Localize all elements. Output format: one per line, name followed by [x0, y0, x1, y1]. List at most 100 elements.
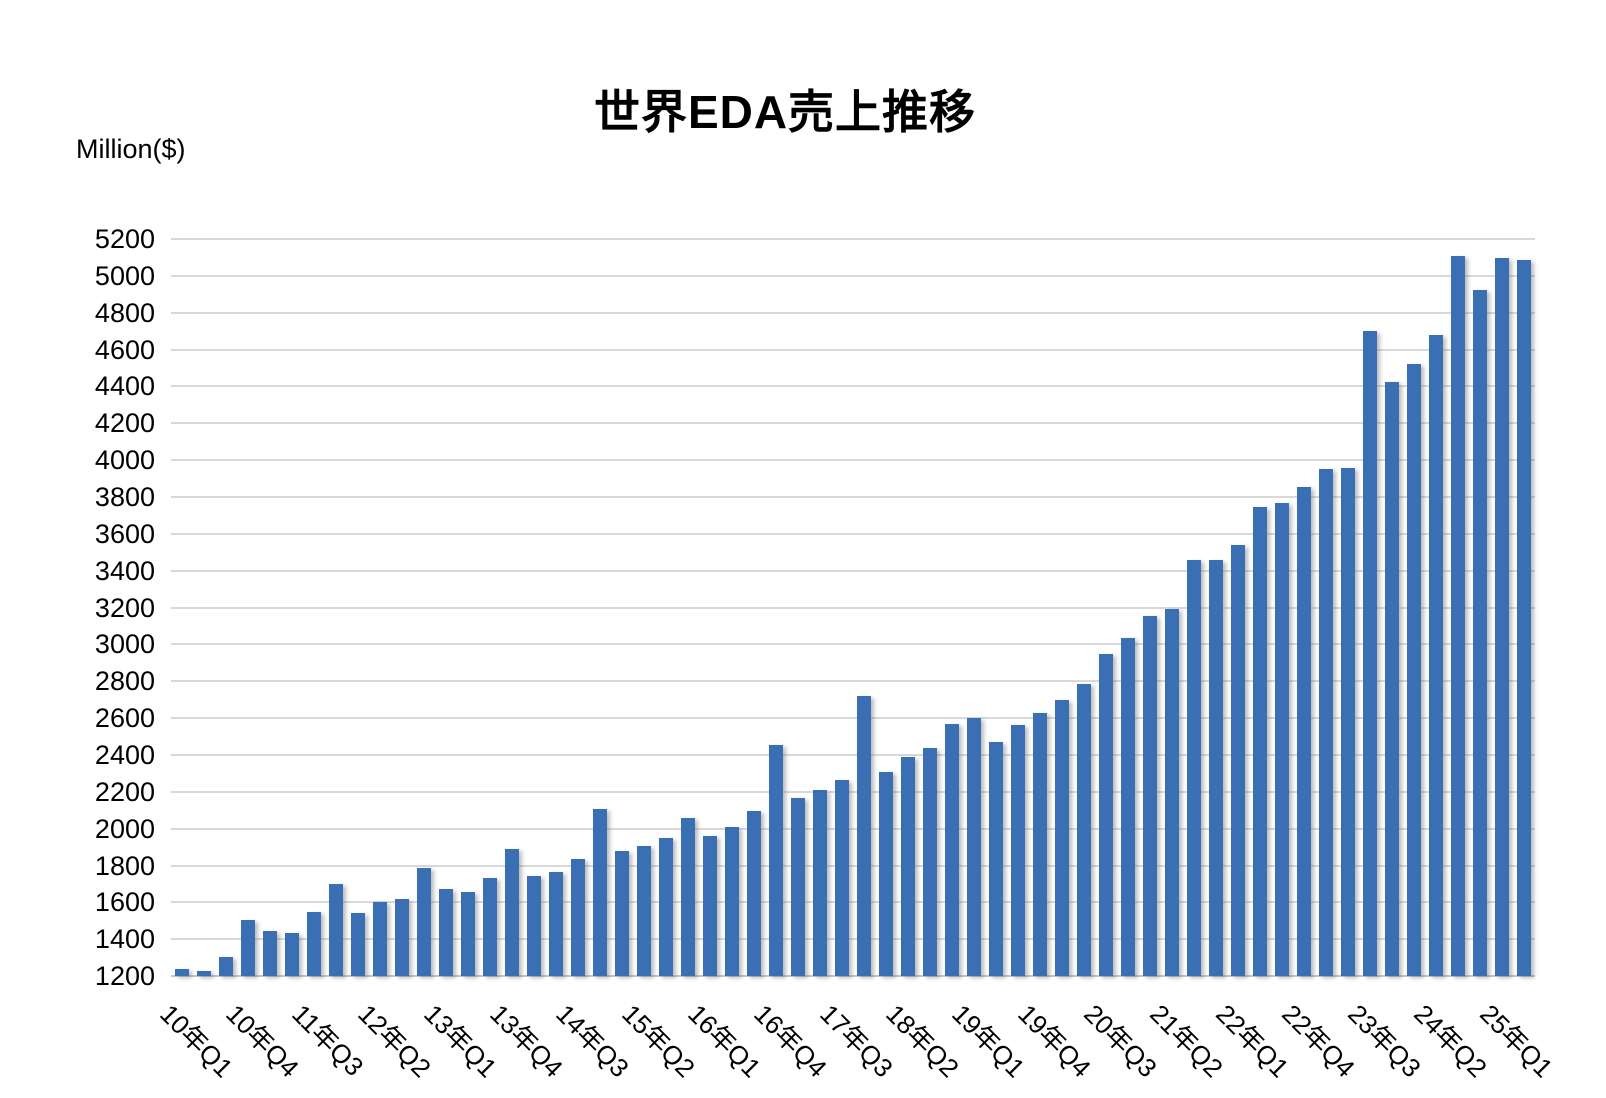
- bar: [923, 747, 937, 976]
- bar: [1297, 486, 1311, 976]
- bar: [615, 850, 629, 976]
- gridline: [171, 459, 1535, 462]
- gridline: [171, 238, 1535, 240]
- y-tick-label: 2000: [94, 813, 155, 844]
- x-tick-label: 19年Q4: [1012, 998, 1097, 1084]
- bar: [725, 826, 739, 976]
- bar: [1253, 507, 1267, 976]
- bar: [1055, 699, 1069, 976]
- bar: [945, 723, 959, 976]
- y-tick-label: 4800: [94, 297, 155, 328]
- bar: [791, 798, 805, 976]
- y-tick-label: 4000: [94, 445, 155, 476]
- bar: [1429, 334, 1443, 976]
- bar: [1407, 364, 1421, 976]
- bar: [879, 771, 893, 976]
- bar: [835, 779, 849, 976]
- x-tick-label: 21年Q2: [1144, 998, 1229, 1084]
- x-tick-label: 11年Q3: [286, 998, 370, 1082]
- bar: [1385, 381, 1399, 976]
- bar: [1451, 255, 1465, 976]
- bar: [307, 912, 321, 976]
- bar: [329, 883, 343, 976]
- gridline: [171, 532, 1535, 535]
- bar: [1495, 258, 1509, 976]
- gridline: [171, 753, 1535, 756]
- bar: [703, 836, 717, 976]
- y-tick-label: 5000: [94, 260, 155, 291]
- bar: [483, 878, 497, 976]
- bar: [571, 859, 585, 976]
- x-tick-label: 19年Q1: [946, 998, 1031, 1084]
- bar: [197, 971, 211, 976]
- bar: [1033, 712, 1047, 976]
- gridline: [171, 680, 1535, 683]
- bar: [549, 871, 563, 976]
- y-axis-unit-label: Million($): [76, 134, 186, 164]
- bar: [989, 742, 1003, 976]
- gridline: [171, 938, 1535, 941]
- bar: [505, 848, 519, 976]
- y-tick-label: 2400: [94, 739, 155, 770]
- x-tick-label: 15年Q2: [616, 998, 701, 1084]
- y-tick-label: 5200: [94, 224, 155, 254]
- y-tick-label: 2600: [94, 703, 155, 733]
- bar: [1363, 331, 1377, 976]
- x-tick-label: 14年Q3: [550, 998, 635, 1084]
- bar: [747, 811, 761, 976]
- bar: [813, 789, 827, 976]
- bar: [1121, 637, 1135, 976]
- gridline: [171, 864, 1535, 867]
- bar: [857, 695, 871, 976]
- bar: [1517, 260, 1531, 976]
- bar: [1187, 559, 1201, 976]
- y-tick-label: 4200: [94, 408, 155, 439]
- bar: [1011, 724, 1025, 976]
- x-tick-label: 24年Q2: [1408, 998, 1493, 1084]
- bar: [1077, 684, 1091, 976]
- x-tick-label: 16年Q4: [748, 998, 833, 1084]
- bar: [241, 919, 255, 976]
- gridline: [171, 569, 1535, 572]
- y-tick-label: 1600: [94, 887, 155, 918]
- y-tick-label: 3400: [94, 555, 155, 586]
- gridline: [171, 495, 1535, 498]
- y-tick-label: 3000: [94, 629, 155, 660]
- bar: [373, 902, 387, 976]
- bar: [681, 817, 695, 976]
- bar: [439, 889, 453, 976]
- y-tick-label: 3600: [94, 518, 155, 549]
- bar: [769, 744, 783, 976]
- bar: [395, 898, 409, 976]
- bar: [659, 837, 673, 976]
- bar: [1319, 469, 1333, 976]
- x-axis-line: [171, 975, 1535, 977]
- y-tick-label: 2200: [94, 776, 155, 807]
- bar: [263, 930, 277, 976]
- plot-area: [171, 238, 1535, 977]
- y-tick-label: 3200: [94, 592, 155, 623]
- bar: [1143, 615, 1157, 976]
- gridline: [171, 827, 1535, 830]
- y-tick-label: 3800: [94, 481, 155, 512]
- bar: [351, 913, 365, 976]
- bar: [1275, 502, 1289, 976]
- x-tick-label: 16年Q1: [682, 998, 767, 1084]
- gridline: [171, 643, 1535, 646]
- x-tick-label: 10年Q1: [154, 998, 239, 1084]
- y-tick-label: 1400: [94, 924, 155, 955]
- x-tick-label: 10年Q4: [220, 998, 305, 1084]
- bar: [461, 892, 475, 976]
- bar: [527, 875, 541, 976]
- x-tick-label: 17年Q3: [814, 998, 899, 1084]
- x-tick-label: 20年Q3: [1078, 998, 1163, 1084]
- bar: [901, 756, 915, 976]
- gridline: [171, 274, 1535, 277]
- gridline: [171, 790, 1535, 793]
- x-tick-label: 22年Q1: [1210, 998, 1295, 1084]
- gridline: [171, 348, 1535, 351]
- gridline: [171, 385, 1535, 388]
- x-tick-label: 13年Q1: [418, 998, 503, 1084]
- bar: [967, 718, 981, 976]
